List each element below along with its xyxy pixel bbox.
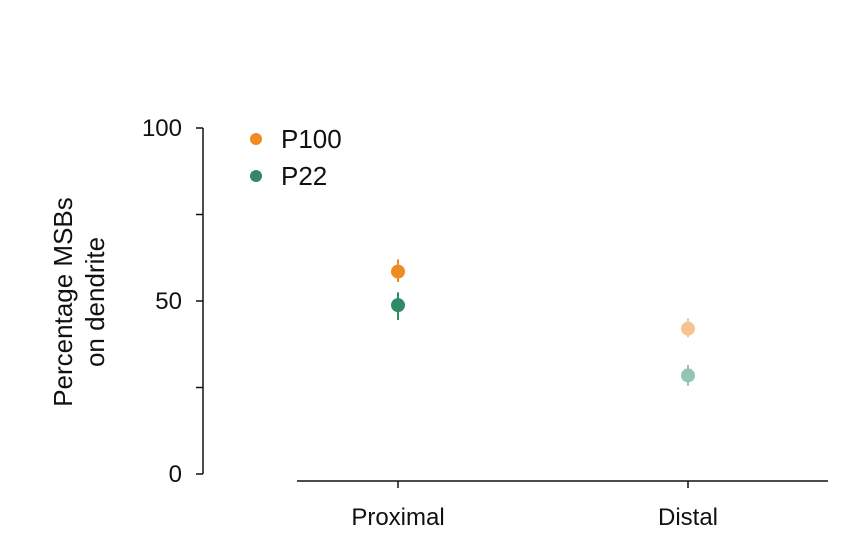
y-ticks: 0 50 100	[142, 115, 203, 488]
point-marker	[681, 321, 695, 336]
data-point-p22-distal	[681, 365, 695, 386]
x-axis: Proximal Distal	[297, 480, 828, 531]
y-axis: 0 50 100	[142, 115, 204, 488]
x-tick-label: Proximal	[351, 504, 444, 531]
point-marker	[391, 298, 405, 313]
x-ticks: Proximal Distal	[351, 481, 718, 531]
y-tick-label: 100	[142, 115, 182, 142]
legend-label: P22	[281, 161, 327, 191]
data-point-p100-distal	[681, 318, 695, 338]
legend-label: P100	[281, 124, 342, 154]
y-tick-label: 0	[169, 461, 182, 488]
data-points	[391, 259, 695, 386]
y-tick-label: 50	[155, 288, 182, 315]
y-axis-title-line-2: on dendrite	[80, 237, 110, 367]
y-axis-title-line-1: Percentage MSBs	[48, 197, 78, 407]
legend-marker	[250, 170, 262, 182]
point-marker	[391, 264, 405, 279]
legend: P100 P22	[250, 124, 342, 191]
legend-marker	[250, 133, 262, 145]
data-point-p22-proximal	[391, 292, 405, 321]
point-marker	[681, 368, 695, 383]
x-tick-label: Distal	[658, 504, 718, 531]
data-point-p100-proximal	[391, 259, 405, 282]
